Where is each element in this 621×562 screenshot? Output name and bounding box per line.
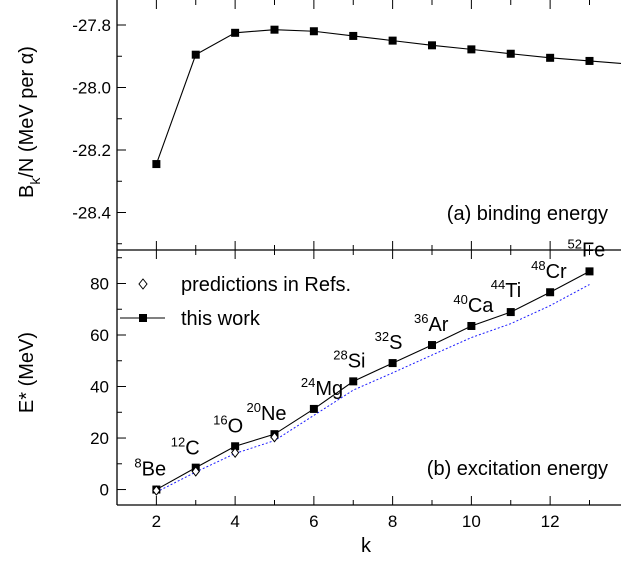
y-tick-label-a: -28.0 xyxy=(72,79,111,98)
nucleus-label: 20Ne xyxy=(247,400,287,425)
nucleus-symbol: Fe xyxy=(582,239,605,261)
nucleus-label: 52Fe xyxy=(568,236,606,261)
binding-energy-point xyxy=(506,49,515,58)
this-work-point xyxy=(388,359,397,368)
nucleus-label: 40Ca xyxy=(453,292,494,317)
binding-energy-point xyxy=(231,28,240,37)
binding-energy-point xyxy=(585,56,594,65)
y-tick-label-b: 20 xyxy=(90,429,109,448)
nucleus-symbol: Cr xyxy=(546,261,567,283)
prediction-point xyxy=(152,485,161,496)
y-title-a-main: B xyxy=(16,185,38,198)
prediction-point xyxy=(191,466,200,477)
nucleus-mass: 32 xyxy=(375,329,389,344)
x-tick-label: 10 xyxy=(462,512,481,531)
y-axis-title-a: Bk/N (MeV per α) xyxy=(16,46,43,198)
nucleus-symbol: Ne xyxy=(261,403,287,425)
this-work-point xyxy=(506,308,515,317)
binding-energy-point xyxy=(270,25,279,34)
y-tick-label-a: -28.4 xyxy=(72,204,111,223)
binding-energy-point xyxy=(191,50,200,59)
nucleus-symbol: O xyxy=(228,415,244,437)
nucleus-label: 12C xyxy=(171,435,200,460)
nucleus-mass: 36 xyxy=(414,311,428,326)
prediction-point xyxy=(270,431,279,443)
nucleus-mass: 40 xyxy=(453,292,467,307)
y-tick-label-a: -27.8 xyxy=(72,16,111,35)
nucleus-label: 16O xyxy=(213,412,243,437)
prediction-point xyxy=(230,447,240,458)
x-tick-label: 12 xyxy=(541,512,560,531)
this-work-point xyxy=(349,377,358,386)
nucleus-symbol: Be xyxy=(142,459,166,481)
y-title-a-alpha: α xyxy=(16,53,38,65)
nucleus-symbol: Mg xyxy=(315,378,343,400)
y-title-a-unit: /N (MeV per xyxy=(16,64,38,177)
this-work-point xyxy=(428,341,436,350)
y-tick-label-b: 0 xyxy=(100,481,109,500)
nucleus-symbol: S xyxy=(389,332,402,354)
y-tick-label-b: 40 xyxy=(90,378,109,397)
y-title-a-close: ) xyxy=(16,46,38,53)
this-work-point xyxy=(231,442,240,451)
nucleus-label: 24Mg xyxy=(301,375,343,400)
nucleus-mass: 28 xyxy=(333,347,347,362)
x-tick-label: 4 xyxy=(230,512,239,531)
this-work-point xyxy=(585,267,594,276)
y-axis-title-b: E* (MeV) xyxy=(16,332,38,413)
binding-energy-line-tail xyxy=(589,60,621,64)
binding-energy-point xyxy=(546,53,555,62)
binding-energy-point xyxy=(428,41,436,50)
x-axis-title: k xyxy=(361,535,372,557)
nucleus-label: 36Ar xyxy=(414,311,449,336)
panel-b-label: (b) excitation energy xyxy=(427,458,608,480)
legend-marker-this-work xyxy=(139,314,147,322)
binding-energy-point xyxy=(467,45,476,54)
binding-energy-point xyxy=(309,27,318,36)
y-tick-label-b: 60 xyxy=(90,326,109,345)
nucleus-mass: 20 xyxy=(247,400,261,415)
nucleus-symbol: Si xyxy=(348,350,366,372)
nucleus-mass: 52 xyxy=(568,236,582,251)
nucleus-label: 32S xyxy=(375,329,403,354)
binding-energy-point xyxy=(349,31,358,40)
this-work-point xyxy=(546,288,555,297)
y-tick-label-b: 80 xyxy=(90,274,109,293)
nucleus-label: 48Cr xyxy=(531,258,567,283)
panel-a-binding-energy: -27.8 -28.0 -28.2 -28.4 Bk/N (MeV per α) (a) … xyxy=(16,0,621,251)
nucleus-symbol: Ar xyxy=(428,314,448,336)
this-work-line xyxy=(156,270,590,491)
x-tick-label: 6 xyxy=(309,512,318,531)
nucleus-mass: 48 xyxy=(531,258,545,273)
binding-energy-point xyxy=(388,36,397,45)
binding-energy-line xyxy=(155,29,590,165)
nucleus-symbol: C xyxy=(185,438,199,460)
nucleus-symbol: Ti xyxy=(505,280,521,302)
nucleus-mass: 24 xyxy=(301,375,315,390)
nucleus-label: 8Be xyxy=(134,456,166,481)
legend-label-predictions: predictions in Refs. xyxy=(181,274,351,296)
legend-marker-predictions xyxy=(138,278,148,290)
dotted-reference-line xyxy=(156,284,590,493)
y-title-a-subscript: k xyxy=(27,177,43,185)
nucleus-symbol: Ca xyxy=(468,295,494,317)
panel-a-label: (a) binding energy xyxy=(447,203,608,225)
x-tick-label: 2 xyxy=(152,512,161,531)
nucleus-mass: 8 xyxy=(134,456,141,471)
legend: predictions in Refs. this work xyxy=(120,274,351,330)
this-work-point xyxy=(467,321,476,330)
nucleus-mass: 12 xyxy=(171,435,185,450)
nucleus-mass: 44 xyxy=(491,277,505,292)
legend-label-this-work: this work xyxy=(181,308,261,330)
x-tick-label: 8 xyxy=(388,512,397,531)
binding-energy-point xyxy=(152,160,161,169)
y-tick-label-a: -28.2 xyxy=(72,141,111,160)
this-work-point xyxy=(309,404,318,413)
nucleus-label: 28Si xyxy=(333,347,365,372)
nucleus-label: 44Ti xyxy=(491,277,521,302)
nucleus-mass: 16 xyxy=(213,412,227,427)
